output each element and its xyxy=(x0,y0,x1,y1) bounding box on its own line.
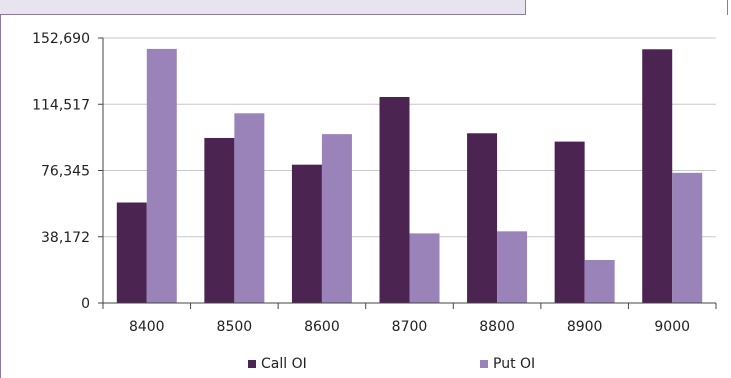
y-tick-label: 0 xyxy=(81,296,90,312)
call-oi-bar-8600 xyxy=(291,164,322,303)
put-oi-bar-8400 xyxy=(146,48,177,303)
y-tick-label: 76,345 xyxy=(41,164,90,180)
put-oi-bar-8800 xyxy=(497,231,528,303)
put-oi-bar-9000 xyxy=(672,172,703,303)
x-tick-labels: 8400 8500 8600 8700 8800 8900 9000 xyxy=(129,319,690,335)
y-tick-labels: 0 38,172 76,345 114,517 152,690 xyxy=(32,31,90,312)
put-oi-bar-8900 xyxy=(584,259,615,303)
call-oi-bar-8700 xyxy=(379,96,410,304)
call-oi-bar-8900 xyxy=(554,141,585,303)
axes xyxy=(102,38,717,309)
x-tick-label: 8800 xyxy=(479,319,515,335)
call-oi-bar-8500 xyxy=(204,137,235,303)
panel-border-right xyxy=(727,0,728,15)
bars xyxy=(116,48,703,304)
legend: Call OI Put OI xyxy=(248,356,535,372)
x-tick-label: 9000 xyxy=(654,319,690,335)
call-oi-bar-8400 xyxy=(116,202,147,303)
legend-swatch-1 xyxy=(480,360,488,368)
put-oi-bar-8700 xyxy=(409,233,440,303)
x-tick-label: 8600 xyxy=(304,319,340,335)
y-tick-label: 38,172 xyxy=(41,230,90,246)
y-tick-label: 114,517 xyxy=(32,97,90,113)
panel-border-left xyxy=(0,15,1,378)
legend-swatch-0 xyxy=(248,360,256,368)
call-oi-bar-8800 xyxy=(467,133,498,303)
y-tick-label: 152,690 xyxy=(32,31,90,47)
legend-label-0: Call OI xyxy=(261,356,307,372)
legend-label-1: Put OI xyxy=(493,356,535,372)
x-tick-label: 8900 xyxy=(567,319,603,335)
x-tick-label: 8700 xyxy=(392,319,428,335)
x-tick-label: 8500 xyxy=(217,319,253,335)
put-oi-bar-8500 xyxy=(234,113,265,303)
call-oi-bar-9000 xyxy=(642,49,673,303)
header-band xyxy=(0,0,526,15)
put-oi-bar-8600 xyxy=(321,134,352,303)
x-tick-label: 8400 xyxy=(129,319,165,335)
